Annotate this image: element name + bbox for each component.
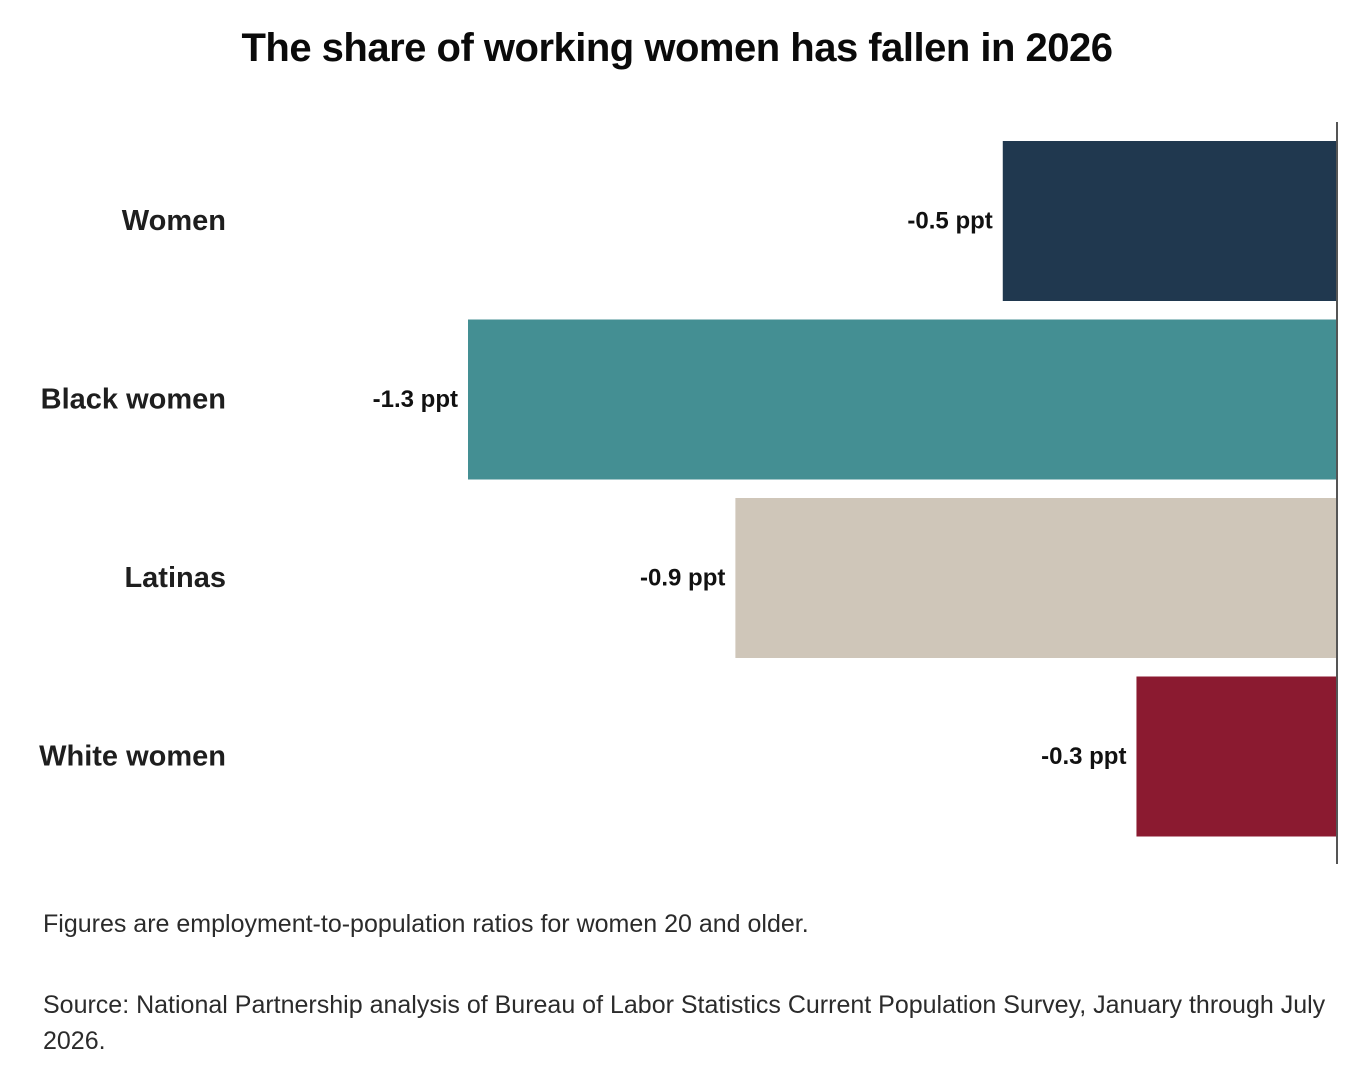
category-label-white-women: White women: [39, 741, 226, 773]
bar-women: [1002, 141, 1337, 301]
chart-source: Source: National Partnership analysis of…: [43, 991, 1326, 1055]
chart-title: The share of working women has fallen in…: [241, 26, 1113, 70]
bar-chart: -0.5 ppt Women -1.3 ppt Black women -0.9 ppt…: [39, 122, 1338, 864]
chart-note: Figures are employment-to-population rat…: [43, 910, 809, 938]
category-label-women: Women: [122, 205, 226, 237]
data-label-latinas: -0.9 ppt: [640, 565, 725, 592]
data-label-white-women: -0.3 ppt: [1041, 743, 1126, 770]
bar-latinas: [735, 498, 1337, 658]
bar-black-women: [468, 319, 1337, 480]
bar-white-women: [1136, 676, 1337, 837]
data-label-women: -0.5 ppt: [907, 208, 992, 235]
category-label-latinas: Latinas: [124, 562, 226, 594]
data-label-black-women: -1.3 ppt: [373, 386, 458, 413]
category-label-black-women: Black women: [41, 384, 226, 416]
